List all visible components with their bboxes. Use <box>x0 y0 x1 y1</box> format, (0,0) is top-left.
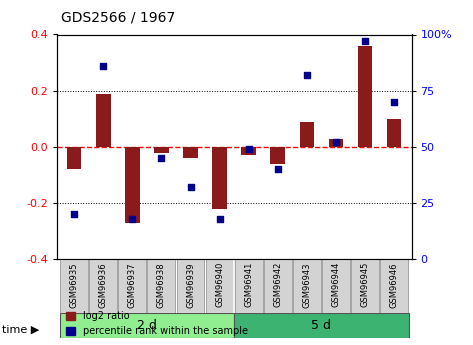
Text: GSM96945: GSM96945 <box>360 262 369 307</box>
Bar <box>60 313 234 338</box>
Bar <box>125 147 140 223</box>
Point <box>216 216 223 222</box>
Bar <box>387 119 401 147</box>
Bar <box>271 147 285 164</box>
Text: GSM96946: GSM96946 <box>390 262 399 308</box>
Bar <box>60 259 88 313</box>
Point <box>158 156 165 161</box>
Point <box>99 63 107 69</box>
Bar <box>89 259 117 313</box>
Text: GSM96943: GSM96943 <box>302 262 311 308</box>
Point <box>274 167 281 172</box>
Bar <box>322 259 350 313</box>
Bar <box>183 147 198 158</box>
Point <box>303 72 311 78</box>
Bar <box>358 46 372 147</box>
Bar <box>380 259 408 313</box>
Bar <box>206 259 234 313</box>
Text: GSM96939: GSM96939 <box>186 262 195 308</box>
Bar <box>235 259 263 313</box>
Text: GSM96937: GSM96937 <box>128 262 137 308</box>
Bar <box>176 259 204 313</box>
Point <box>361 39 369 44</box>
Bar <box>264 259 292 313</box>
Text: time ▶: time ▶ <box>2 325 40 334</box>
Point <box>187 185 194 190</box>
Bar <box>241 147 256 155</box>
Bar <box>329 138 343 147</box>
Legend: log2 ratio, percentile rank within the sample: log2 ratio, percentile rank within the s… <box>61 307 252 340</box>
Bar <box>351 259 379 313</box>
Text: GSM96935: GSM96935 <box>70 262 79 308</box>
Text: 2 d: 2 d <box>137 319 157 332</box>
Text: GSM96938: GSM96938 <box>157 262 166 308</box>
Bar <box>148 259 175 313</box>
Text: GSM96942: GSM96942 <box>273 262 282 307</box>
Bar <box>212 147 227 209</box>
Bar <box>67 147 81 169</box>
Bar <box>234 313 409 338</box>
Point <box>245 146 253 152</box>
Bar <box>293 259 321 313</box>
Bar <box>299 122 314 147</box>
Point <box>129 216 136 222</box>
Text: GSM96936: GSM96936 <box>99 262 108 308</box>
Bar <box>96 93 111 147</box>
Point <box>70 211 78 217</box>
Point <box>332 140 340 145</box>
Bar <box>154 147 169 152</box>
Text: GSM96944: GSM96944 <box>332 262 341 307</box>
Bar <box>118 259 146 313</box>
Point <box>390 99 398 105</box>
Text: GSM96940: GSM96940 <box>215 262 224 307</box>
Text: 5 d: 5 d <box>311 319 332 332</box>
Text: GSM96941: GSM96941 <box>244 262 253 307</box>
Text: GDS2566 / 1967: GDS2566 / 1967 <box>61 10 176 24</box>
